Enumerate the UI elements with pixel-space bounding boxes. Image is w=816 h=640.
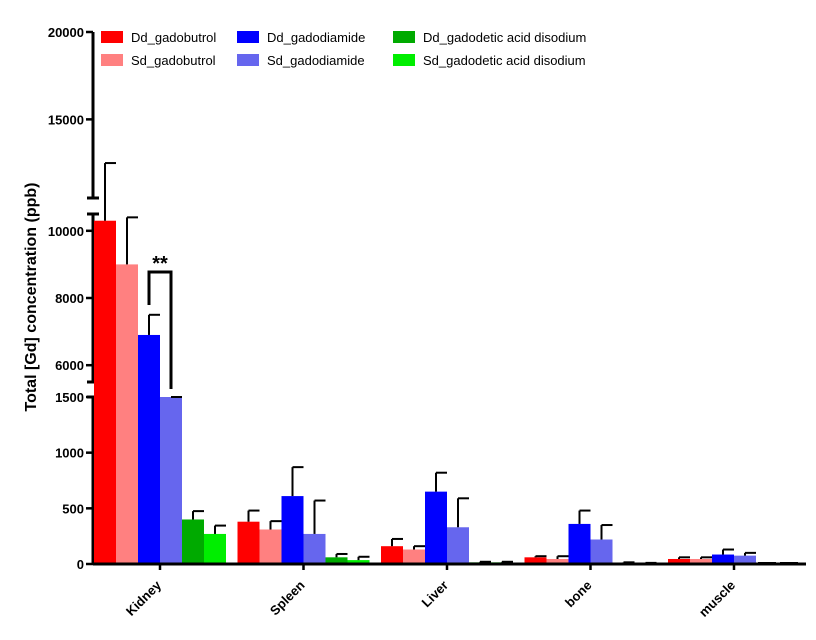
bar — [524, 557, 547, 564]
y-tick-label: 1000 — [55, 446, 84, 461]
bar — [160, 397, 182, 564]
legend-label: Sd_gadodiamide — [267, 53, 365, 68]
significance-label: ** — [152, 253, 168, 275]
y-axis: 0 500 1000 1500 6000 8000 10000 15000 20000 — [48, 25, 99, 572]
bar — [734, 555, 756, 564]
bar — [590, 539, 613, 564]
y-tick-label: 6000 — [55, 358, 84, 373]
bar — [94, 220, 116, 564]
bar — [690, 558, 712, 564]
x-tick-label: Spleen — [267, 577, 308, 618]
legend-swatch — [101, 54, 123, 66]
legend-swatch — [393, 31, 415, 43]
bar — [425, 491, 447, 564]
x-tick-label: bone — [562, 578, 595, 611]
bar — [668, 558, 690, 564]
legend-label: Sd_gadobutrol — [131, 53, 216, 68]
y-tick-label: 0 — [77, 557, 84, 572]
y-tick-label: 15000 — [48, 112, 84, 127]
legend-label: Dd_gadobutrol — [131, 30, 216, 45]
x-tick-label: Kidney — [123, 577, 165, 619]
bar — [712, 554, 734, 564]
legend-label: Dd_gadodetic acid disodium — [423, 30, 586, 45]
x-axis: Kidney Spleen Liver bone muscle — [93, 562, 806, 620]
bar — [381, 546, 403, 564]
bars — [94, 162, 798, 564]
legend-label: Sd_gadodetic acid disodium — [423, 53, 586, 68]
bar — [138, 334, 160, 564]
bar — [403, 549, 425, 564]
bar — [447, 527, 469, 564]
y-tick-label: 20000 — [48, 25, 84, 40]
x-tick-label: muscle — [696, 578, 738, 620]
legend-swatch — [237, 54, 259, 66]
legend-swatch — [393, 54, 415, 66]
legend-label: Dd_gadodiamide — [267, 30, 365, 45]
y-axis-label: Total [Gd] concentration (ppb) — [23, 182, 40, 411]
bar — [116, 264, 138, 564]
bar — [281, 496, 304, 564]
bar — [182, 519, 204, 564]
annotations: ** — [147, 253, 173, 389]
bar — [546, 558, 569, 564]
bar — [325, 557, 348, 564]
y-tick-label: 10000 — [48, 224, 84, 239]
y-tick-label: 1500 — [55, 390, 84, 405]
y-tick-label: 8000 — [55, 291, 84, 306]
bar — [568, 523, 591, 564]
bar — [237, 521, 260, 564]
x-tick-label: Liver — [419, 578, 452, 611]
bar — [204, 533, 226, 564]
bar — [303, 533, 326, 564]
bar — [259, 529, 282, 564]
y-tick-label: 500 — [62, 501, 84, 516]
legend-swatch — [237, 31, 259, 43]
significance-bracket — [147, 270, 173, 389]
legend-swatch — [101, 31, 123, 43]
legend: Dd_gadobutrol Dd_gadodiamide Dd_gadodetic … — [101, 30, 586, 68]
bar — [347, 560, 370, 564]
